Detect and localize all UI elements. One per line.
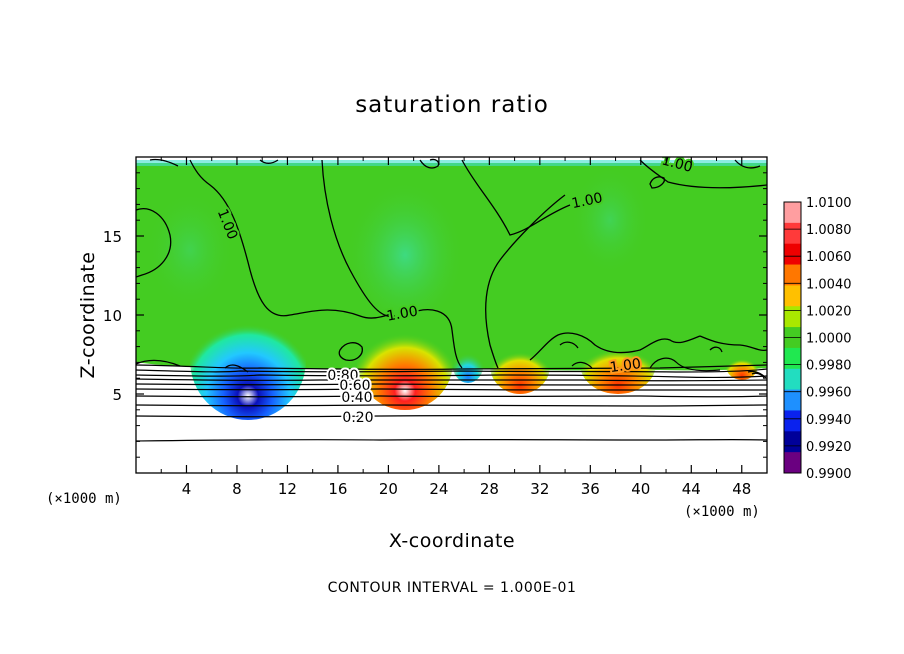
x-tick-label: 28	[480, 480, 499, 498]
contour-label: 0.20	[342, 410, 373, 426]
colorbar-label: 1.0000	[806, 332, 852, 347]
colorbar-swatch	[784, 264, 801, 286]
colorbar-label: 1.0080	[806, 223, 852, 238]
x-axis: 4 8 12 16 20 24 28 32 36 40 44 48	[160, 157, 751, 498]
subsaturated-plume-x26	[452, 343, 484, 383]
colorbar-swatch	[784, 243, 801, 266]
colorbar-label: 0.9940	[806, 413, 852, 428]
contour-label: 0.40	[341, 390, 372, 406]
colorbar: 1.0100 1.0080 1.0060 1.0040 1.0020 1.0000 0.99…	[783, 196, 852, 482]
colorbar-swatch	[784, 306, 801, 328]
y-axis: 5 10 15	[103, 172, 767, 458]
x-tick-label: 24	[429, 480, 448, 498]
colorbar-swatch	[784, 222, 801, 245]
moist-region-right	[570, 165, 650, 275]
moist-region-center	[345, 180, 465, 330]
x-tick-label: 40	[631, 480, 650, 498]
contour-interval-note: CONTOUR INTERVAL = 1.000E-01	[328, 580, 577, 596]
colorbar-swatch	[784, 389, 801, 411]
x-tick-label: 20	[379, 480, 398, 498]
colorbar-label: 1.0020	[806, 304, 852, 319]
supersaturated-plume-x21	[357, 314, 453, 410]
colorbar-label: 1.0040	[806, 277, 852, 292]
x-tick-label: 8	[232, 480, 242, 498]
colorbar-swatch	[784, 410, 801, 432]
y-axis-label: Z-coordinate	[77, 252, 99, 379]
top-fringe	[136, 160, 767, 166]
colorbar-swatch	[784, 368, 801, 391]
colorbar-label: 0.9980	[806, 359, 852, 374]
colorbar-swatch	[784, 452, 801, 474]
x-tick-label: 48	[732, 480, 751, 498]
supersaturated-plume-x30	[490, 338, 550, 394]
colorbar-label: 0.9960	[806, 386, 852, 401]
x-tick-label: 16	[328, 480, 347, 498]
colorbar-label: 0.9900	[806, 467, 852, 482]
x-tick-label: 4	[182, 480, 192, 498]
colorbar-swatch	[784, 347, 801, 370]
colorbar-label: 1.0060	[806, 250, 852, 265]
x-tick-label: 32	[530, 480, 549, 498]
moist-region-left	[145, 190, 235, 310]
x-unit-left: (×1000 m)	[46, 491, 122, 507]
subsaturated-plume-x8	[190, 300, 306, 420]
x-tick-label: 36	[581, 480, 600, 498]
y-tick-label: 5	[112, 386, 122, 404]
y-tick-label: 10	[103, 307, 122, 325]
y-tick-label: 15	[103, 228, 122, 246]
x-tick-label: 44	[682, 480, 701, 498]
supersaturated-plume-x38	[580, 334, 656, 394]
dry-layer-contours	[136, 357, 767, 442]
contour-label: 0.60	[339, 378, 370, 394]
chart-title: saturation ratio	[355, 92, 549, 118]
x-axis-label: X-coordinate	[389, 530, 515, 552]
colorbar-label: 0.9920	[806, 440, 852, 455]
plot-area: 1.00 1.00 1.00 1.00 1.00 0.80 0.60 0.40 …	[136, 157, 767, 473]
colorbar-swatch	[784, 285, 801, 307]
contour-label: 0.80	[327, 368, 358, 384]
colorbar-swatch	[784, 202, 801, 224]
colorbar-label: 1.0100	[806, 196, 852, 211]
x-unit-right: (×1000 m)	[684, 504, 760, 520]
colorbar-swatch	[784, 431, 801, 453]
x-tick-label: 12	[278, 480, 297, 498]
